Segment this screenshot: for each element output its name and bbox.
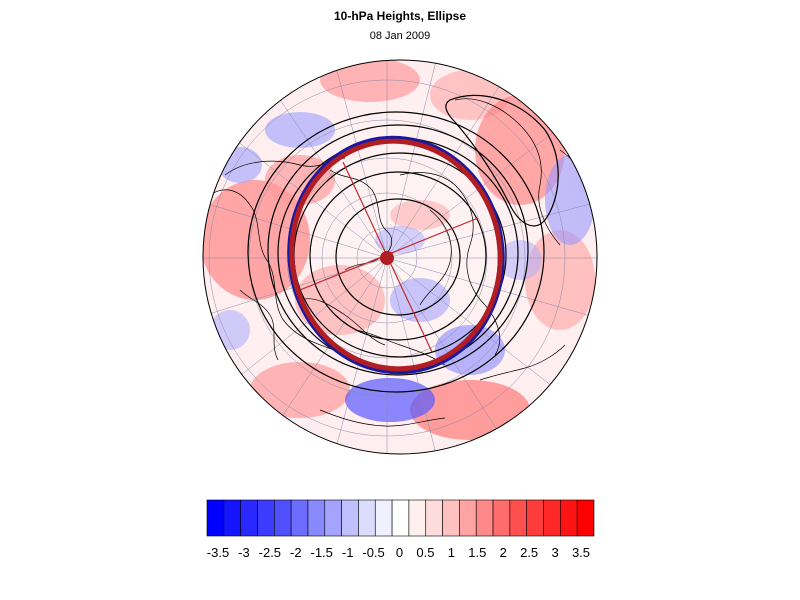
anomaly-positive [250, 362, 350, 418]
contour [247, 111, 545, 393]
colorbar-tick-label: -3 [238, 545, 250, 560]
colorbar-tick-label: -2.5 [259, 545, 281, 560]
colorbar-tick-label: 3.5 [572, 545, 590, 560]
colorbar-tick-label: -3.5 [207, 545, 229, 560]
colorbar-box [374, 499, 393, 537]
colorbar-tick-label: 1.5 [468, 545, 486, 560]
colorbar-box [257, 499, 275, 537]
colorbar-box [408, 499, 427, 537]
colorbar-tick-label: -2 [290, 545, 302, 560]
colorbar-box [442, 499, 460, 537]
globe-outline [202, 59, 598, 455]
colorbar-box [274, 499, 292, 537]
colorbar-box [358, 499, 376, 537]
colorbar-tick-label: -0.5 [362, 545, 384, 560]
colorbar-tick-label: -1.5 [311, 545, 333, 560]
anomaly-negative [390, 278, 450, 322]
colorbar-box [206, 499, 225, 537]
colorbar-box [475, 499, 494, 537]
colorbar-box [240, 499, 258, 537]
anomaly-positive-south [410, 380, 530, 440]
anomaly-positive [390, 200, 450, 230]
colorbar-box [459, 499, 477, 537]
colorbar-box [543, 499, 561, 537]
colorbar-tick-label: -1 [342, 545, 354, 560]
colorbar-box [492, 499, 511, 537]
colorbar-tick-label: 1 [448, 545, 455, 560]
colorbar-tick-label: 3 [551, 545, 558, 560]
ellipse-center-marker [380, 251, 394, 265]
anomaly-positive-top [320, 60, 420, 102]
anomaly-positive-east [475, 95, 565, 205]
contour [267, 124, 529, 376]
colorbar-labels: -3.5 -3 -2.5 -2 -1.5 -1 -0.5 0 0.5 1 1.5 2 2.5 3 3.5 [207, 545, 590, 560]
anomaly-negative [498, 240, 542, 280]
colorbar-box [223, 499, 241, 537]
contour [309, 171, 487, 341]
colorbar-box [391, 499, 410, 537]
plot-title: 10-hPa Heights, Ellipse [333, 9, 467, 23]
colorbar-box [425, 499, 443, 537]
vortex-ellipse [287, 135, 505, 375]
colorbar-boxes [206, 499, 595, 537]
colorbar-tick-label: 2 [500, 545, 507, 560]
colorbar-tick-label: 2.5 [520, 545, 538, 560]
colorbar-box [576, 499, 595, 537]
plot-subtitle: 08 Jan 2009 [369, 30, 431, 42]
colorbar-tick-label: 0.5 [416, 545, 434, 560]
contour-high [445, 94, 559, 227]
colorbar-box [324, 499, 342, 537]
anomaly-positive [525, 230, 595, 330]
colorbar-box [307, 499, 326, 537]
colorbar-box [526, 499, 544, 537]
colorbar-tick-label: 0 [396, 545, 403, 560]
colorbar-box [509, 499, 527, 537]
anomaly-negative [375, 226, 425, 254]
ellipse-fill-line [289, 138, 503, 372]
colorbar-box [560, 499, 578, 537]
contour [335, 198, 461, 316]
colorbar-box [290, 499, 309, 537]
colorbar-box [341, 499, 359, 537]
